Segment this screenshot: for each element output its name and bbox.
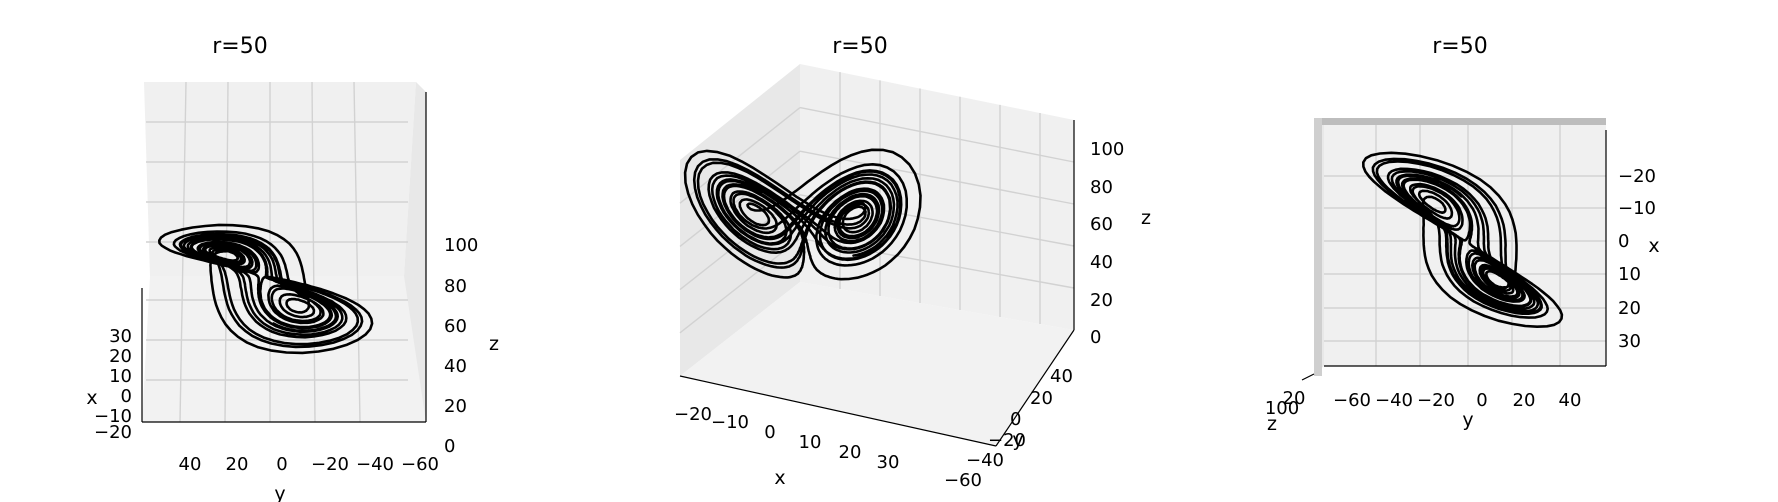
grid-line (679, 237, 801, 334)
z-tick-label: 100 (444, 235, 478, 256)
top-pane-edge (1314, 118, 1606, 125)
x-tick-label: 10 (799, 432, 822, 453)
z-tick-label: 60 (1090, 214, 1113, 235)
y-tick-label: −20 (311, 454, 349, 475)
x-axis-label: x (1648, 235, 1659, 257)
floor-pane (680, 282, 1074, 446)
x-axis-label: x (86, 387, 97, 409)
chart-plot-area: −20 −10 0 10 20 30x40200−20−40−60y10080604020… (674, 64, 1151, 491)
back-pane (1324, 120, 1606, 366)
y-tick-label: 20 (1513, 390, 1536, 411)
z-axis-label: z (489, 333, 499, 355)
z-axis-label: z (1267, 413, 1277, 435)
x-tick-label: −10 (1618, 198, 1656, 219)
y-tick-label: 0 (1010, 409, 1021, 430)
x-tick-label: 0 (1618, 231, 1629, 252)
z-tick-label: 100 (1265, 398, 1299, 419)
y-tick-label: 40 (1559, 390, 1582, 411)
z-tick-label: 20 (444, 396, 467, 417)
y-tick-label: −40 (356, 454, 394, 475)
grid-line (799, 106, 1075, 163)
left-pane-edge (1314, 118, 1322, 376)
back-pane (800, 64, 1074, 330)
z-tick-label: 20 (1283, 388, 1306, 409)
x-axis-line (679, 375, 997, 447)
y-tick-label: −40 (1375, 390, 1413, 411)
y-tick-label: −40 (966, 450, 1004, 471)
y-tick-label: 20 (226, 454, 249, 475)
y-tick-label: −20 (988, 430, 1026, 451)
x-tick-label: 10 (1618, 264, 1641, 285)
x-tick-label: −20 (1618, 166, 1656, 187)
x-tick-label: 20 (109, 346, 132, 367)
y-axis-label: y (1462, 409, 1473, 431)
x-tick-label: −10 (711, 412, 749, 433)
x-axis-label: x (774, 467, 785, 489)
chart-panel-1: r=50 30 20 10 0 −10 −20 x 40 20 0 −20 −40 −60 y 100 80 6… (0, 0, 560, 502)
x-tick-label: 30 (877, 452, 900, 473)
y-tick-label: −60 (401, 454, 439, 475)
chart-panel-2: r=50 −20 −10 0 10 20 30 x 40 20 0 −20 −40 −60 y 100 80 6… (580, 0, 1180, 502)
x-tick-label: −10 (94, 406, 132, 427)
z-tick-label: 40 (1090, 252, 1113, 273)
x-tick-label: 20 (1618, 298, 1641, 319)
chart-title: r=50 (1432, 34, 1488, 59)
grid-line (679, 150, 801, 247)
grid-line (799, 237, 1075, 289)
trajectory-line (158, 223, 374, 355)
x-tick-label: 0 (764, 422, 775, 443)
grid-line (353, 81, 361, 423)
y-tick-label: 0 (276, 454, 287, 475)
grid-line (311, 81, 316, 423)
y-axis-label: y (1012, 429, 1023, 451)
y-tick-label: −60 (1333, 390, 1371, 411)
z-axis-line (1301, 373, 1315, 381)
z-tick-label: 80 (444, 276, 467, 297)
y-tick-label: −20 (1417, 390, 1455, 411)
x-tick-label: 30 (1618, 331, 1641, 352)
z-tick-label: 80 (1090, 177, 1113, 198)
y-tick-label: 40 (179, 454, 202, 475)
x-tick-label: 10 (109, 366, 132, 387)
x-tick-label: 0 (121, 386, 132, 407)
trajectory-line (1362, 151, 1564, 329)
z-tick-label: 20 (1090, 290, 1113, 311)
y-axis-label: y (274, 483, 285, 502)
trajectory-line (683, 148, 922, 281)
grid-line (799, 150, 1075, 205)
z-tick-label: 100 (1090, 139, 1124, 160)
z-axis-label: z (1141, 207, 1151, 229)
floor-pane (142, 276, 426, 422)
grid-line (679, 107, 801, 204)
back-pane (144, 82, 416, 276)
z-tick-label: 0 (444, 436, 455, 457)
x-tick-label: 30 (109, 326, 132, 347)
x-tick-label: −20 (674, 404, 712, 425)
y-axis-line (995, 329, 1075, 447)
z-tick-label: 0 (1090, 327, 1101, 348)
y-tick-label: 0 (1476, 390, 1487, 411)
y-tick-label: −60 (944, 470, 982, 491)
z-tick-label: 60 (444, 316, 467, 337)
x-tick-label: −20 (94, 422, 132, 443)
z-tick-label: 40 (444, 356, 467, 377)
y-tick-label: 40 (1050, 366, 1073, 387)
chart-title: r=50 (212, 34, 268, 59)
grid-line (679, 194, 801, 291)
chart-title: r=50 (832, 34, 888, 59)
x-tick-label: 20 (839, 442, 862, 463)
y-tick-label: 20 (1030, 388, 1053, 409)
chart-panel-3: r=50 −20 −10 0 10 20 30 x −60 −40 −20 0 20 40 y 100 20 z (1220, 0, 1778, 502)
